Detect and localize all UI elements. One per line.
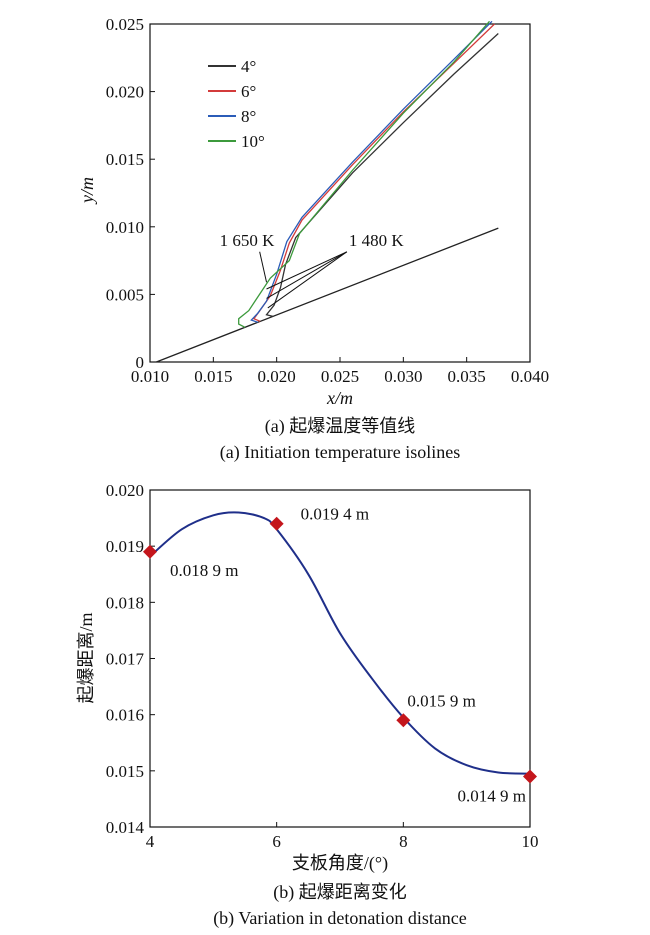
chart-a-caption-zh: (a) 起爆温度等值线 xyxy=(265,416,415,437)
chart-a-x-axis-label: x/m xyxy=(326,388,353,408)
chart-a-wedge-line xyxy=(156,227,499,363)
chart-a-legend-label: 6° xyxy=(241,82,256,101)
chart-b-curve xyxy=(149,511,531,775)
chart-b-plot-area: 0.018 9 m 0.019 4 m 0.015 9 m 0.014 9 m xyxy=(143,505,537,805)
chart-b-data-label: 0.019 4 m xyxy=(301,505,369,524)
chart-a-legend-label: 4° xyxy=(241,57,256,76)
chart-b-marker xyxy=(396,713,411,728)
chart-a-legend-label: 8° xyxy=(241,107,256,126)
chart-b-ticks: 4 6 8 10 0.014 0.015 0.016 0.017 0.018 0.019 0.020 xyxy=(106,481,539,851)
chart-b-x-tick-label: 10 xyxy=(522,832,539,851)
chart-a-annotation-leader xyxy=(266,251,348,299)
chart-b-data-label: 0.014 9 m xyxy=(458,786,526,805)
chart-b-detonation-distance: 4 6 8 10 0.014 0.015 0.016 0.017 0.018 0.019 0.020… xyxy=(76,481,539,929)
chart-a-annotation-leader xyxy=(267,251,348,309)
chart-a-series-line-8deg xyxy=(250,20,493,323)
chart-a-ticks: 0.010 0.015 0.020 0.025 0.030 0.035 0.040 0 0.00… xyxy=(106,15,549,386)
chart-a-y-tick-label: 0 xyxy=(136,353,145,372)
chart-a-caption-en: (a) Initiation temperature isolines xyxy=(220,442,460,463)
chart-b-x-tick-label: 6 xyxy=(272,832,281,851)
chart-b-marker xyxy=(269,516,284,531)
chart-a-annotations: 1 650 K 1 480 K xyxy=(220,231,405,309)
chart-b-caption-zh: (b) 起爆距离变化 xyxy=(273,882,407,903)
chart-a-legend-label: 10° xyxy=(241,132,265,151)
chart-b-y-axis-label: 起爆距离/m xyxy=(76,612,96,703)
chart-a-plot-area xyxy=(156,20,499,363)
chart-b-y-tick-label: 0.020 xyxy=(106,481,144,500)
chart-b-y-tick-label: 0.019 xyxy=(106,537,144,556)
chart-b-frame xyxy=(149,489,531,828)
chart-a-legend: 4° 6° 8° 10° xyxy=(208,57,265,151)
chart-b-y-tick-label: 0.015 xyxy=(106,762,144,781)
chart-a-x-tick-label: 0.010 xyxy=(131,367,169,386)
chart-b-y-tick-label: 0.017 xyxy=(106,650,145,669)
chart-a-annotation-leader xyxy=(266,251,348,290)
chart-a-y-tick-label: 0.020 xyxy=(106,83,144,102)
chart-a-y-tick-label: 0.010 xyxy=(106,218,144,237)
chart-a-series-line-4deg xyxy=(265,33,499,318)
chart-a-annotation-label: 1 650 K xyxy=(220,231,276,250)
chart-a-isolines: 0.010 0.015 0.020 0.025 0.030 0.035 0.040 0 0.00… xyxy=(77,15,549,463)
chart-b-caption-en: (b) Variation in detonation distance xyxy=(213,908,467,929)
chart-b-x-axis-label: 支板角度/(°) xyxy=(292,853,388,874)
chart-a-y-tick-label: 0.005 xyxy=(106,285,144,304)
chart-a-y-tick-label: 0.025 xyxy=(106,15,144,34)
chart-b-y-tick-label: 0.014 xyxy=(106,818,145,837)
chart-a-y-tick-label: 0.015 xyxy=(106,150,144,169)
chart-a-x-tick-label: 0.025 xyxy=(321,367,359,386)
chart-a-y-axis-label: y/m xyxy=(77,177,97,205)
chart-a-annotation-label: 1 480 K xyxy=(349,231,405,250)
chart-a-series-line-10deg xyxy=(238,20,490,328)
chart-a-annotation-leader xyxy=(259,251,268,283)
chart-a-x-tick-label: 0.020 xyxy=(258,367,296,386)
chart-b-marker xyxy=(143,544,157,559)
chart-a-frame xyxy=(149,23,531,363)
chart-b-marker xyxy=(523,769,537,784)
chart-b-data-label: 0.018 9 m xyxy=(170,561,238,580)
chart-a-x-tick-label: 0.040 xyxy=(511,367,549,386)
chart-b-data-label: 0.015 9 m xyxy=(407,691,475,710)
chart-b-y-tick-label: 0.018 xyxy=(106,593,144,612)
chart-a-x-tick-label: 0.030 xyxy=(384,367,422,386)
chart-b-x-tick-label: 8 xyxy=(399,832,408,851)
chart-b-y-tick-label: 0.016 xyxy=(106,706,144,725)
chart-b-x-tick-label: 4 xyxy=(146,832,155,851)
chart-a-x-tick-label: 0.015 xyxy=(194,367,232,386)
chart-a-x-tick-label: 0.035 xyxy=(448,367,486,386)
